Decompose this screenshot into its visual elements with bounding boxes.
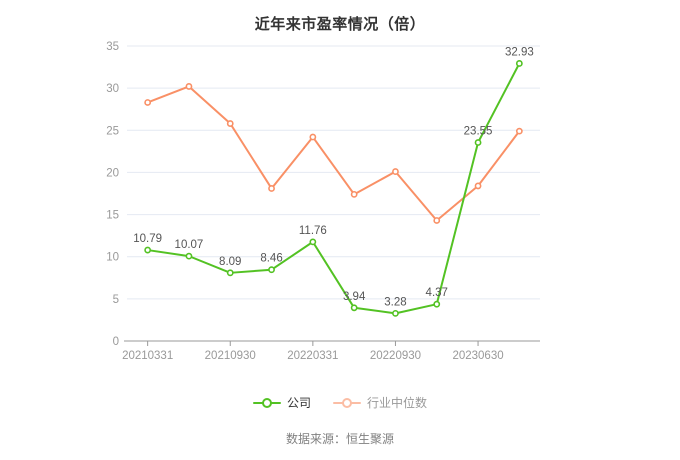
x-axis-label: 20220331 (287, 350, 338, 362)
data-point-company[interactable] (144, 246, 152, 254)
x-axis-label: 20230630 (452, 350, 503, 362)
y-axis-label: 10 (106, 252, 119, 264)
data-point-company[interactable] (350, 304, 358, 312)
y-axis-label: 20 (106, 167, 119, 179)
data-point-company[interactable] (433, 300, 441, 308)
data-point-industry[interactable] (392, 168, 399, 175)
y-axis-label: 30 (106, 83, 119, 95)
industry-line-marker-icon (333, 397, 361, 409)
data-point-company[interactable] (309, 238, 317, 246)
series-line-industry (146, 85, 521, 222)
x-axis-label: 20210930 (205, 350, 256, 362)
x-axis-label: 20210331 (122, 350, 173, 362)
data-point-industry[interactable] (185, 83, 193, 90)
data-point-industry[interactable] (515, 127, 523, 135)
data-point-label-company: 10.07 (175, 239, 204, 251)
data-point-industry[interactable] (226, 120, 234, 127)
data-point-industry[interactable] (350, 190, 358, 198)
data-point-industry[interactable] (144, 99, 152, 106)
legend-label-industry: 行业中位数 (367, 396, 428, 410)
data-point-company[interactable] (392, 309, 399, 317)
y-axis-label: 15 (106, 210, 119, 222)
data-point-label-company: 10.79 (133, 233, 162, 245)
y-axis-label: 0 (113, 336, 119, 348)
y-axis-label: 5 (113, 294, 119, 306)
data-point-industry[interactable] (433, 217, 441, 224)
data-point-label-company: 8.46 (260, 253, 282, 265)
chart-legend: 公司 行业中位数 (0, 397, 680, 409)
data-point-company[interactable] (226, 269, 234, 277)
data-point-company[interactable] (515, 60, 523, 67)
data-point-industry[interactable] (268, 185, 275, 192)
chart-title: 近年来市盈率情况（倍） (254, 16, 426, 33)
data-point-label-company: 23.55 (464, 126, 493, 138)
data-point-label-company: 11.76 (299, 225, 327, 237)
y-axis-label: 35 (106, 41, 119, 53)
data-source-note: 数据来源：恒生聚源 (285, 432, 394, 446)
line-chart-canvas[interactable]: 0 5 10 15 20 25 30 35 20210331 20210930 20220331 20… (0, 0, 680, 375)
y-axis-label: 25 (106, 125, 119, 137)
x-axis-label: 20220930 (370, 350, 421, 362)
legend-label-company: 公司 (286, 396, 311, 410)
data-point-industry[interactable] (474, 182, 482, 190)
company-line-marker-icon (252, 397, 281, 409)
data-point-label-company: 8.09 (219, 256, 241, 268)
data-point-label-company: 3.94 (343, 291, 366, 303)
data-point-label-company: 4.37 (426, 287, 448, 299)
series-line-company (146, 62, 521, 315)
legend-item-industry[interactable]: 行业中位数 (333, 397, 427, 409)
data-point-company[interactable] (185, 252, 193, 260)
data-point-label-company: 3.28 (384, 296, 406, 308)
data-point-label-company: 32.93 (505, 46, 534, 58)
data-point-company[interactable] (474, 139, 482, 146)
data-point-company[interactable] (268, 266, 275, 274)
data-point-industry[interactable] (309, 133, 317, 141)
legend-item-company[interactable]: 公司 (252, 396, 311, 410)
